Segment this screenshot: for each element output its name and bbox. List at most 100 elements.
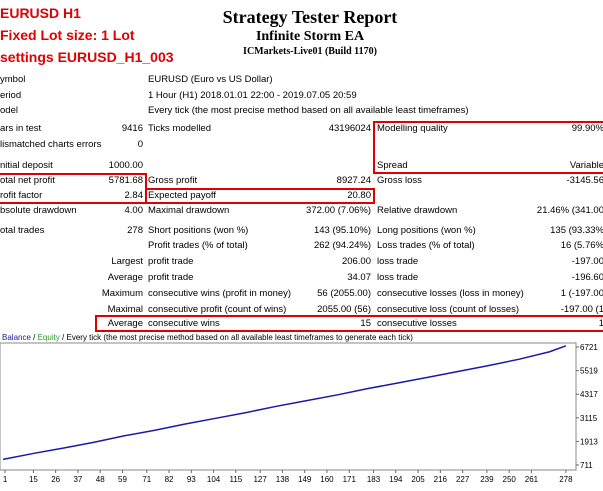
field-label: Expected payoff — [148, 190, 216, 201]
x-tick-label: 1 — [3, 475, 8, 484]
field-value: 1 — [598, 318, 603, 329]
x-tick-label: 82 — [165, 475, 174, 484]
report-title: Strategy Tester Report — [222, 7, 398, 27]
field-value: 262 (94.24%) — [313, 240, 371, 251]
field-value: 1000.00 — [108, 160, 143, 171]
field-label: Relative drawdown — [377, 205, 458, 216]
field-value: 206.00 — [341, 256, 371, 267]
chart: Balance / Equity / Every tick (the most … — [0, 333, 598, 484]
y-tick-label: 711 — [580, 461, 593, 470]
highlight — [0, 173, 147, 204]
x-tick-label: 71 — [142, 475, 151, 484]
field-label: Maximal drawdown — [148, 205, 230, 216]
legend-entry: Equity — [38, 333, 60, 342]
field-label: Gross profit — [148, 175, 198, 186]
field-label: ars in test — [0, 123, 42, 134]
x-tick-label: 278 — [559, 475, 573, 484]
y-tick-label: 4317 — [580, 390, 598, 399]
x-tick-label: 138 — [276, 475, 290, 484]
field-value: 143 (95.10%) — [313, 225, 371, 236]
field-label: Spread — [377, 160, 408, 171]
setup-note: EURUSD H1 — [0, 5, 81, 21]
legend-note: Every tick (the most precise method base… — [67, 333, 414, 342]
y-tick-label: 1913 — [580, 437, 598, 446]
field-value: Largest — [111, 256, 143, 267]
field-label: Long positions (won %) — [377, 225, 476, 236]
x-tick-label: 171 — [343, 475, 357, 484]
legend-separator: / — [31, 333, 38, 342]
setup-note: settings EURUSD_H1_003 — [0, 49, 174, 65]
field-label: consecutive profit (count of wins) — [148, 304, 287, 315]
field-value: 99.90% — [571, 123, 603, 134]
field-label: consecutive losses (loss in money) — [377, 288, 524, 299]
plot-area — [0, 342, 577, 471]
field-value: 1 (-197.00 — [560, 288, 603, 299]
legend-separator: / — [60, 333, 67, 342]
field-label: otal net profit — [0, 175, 55, 186]
x-tick-label: 205 — [411, 475, 425, 484]
legend: Balance / Equity / Every tick (the most … — [2, 333, 413, 342]
field-label: Profit trades (% of total) — [148, 240, 248, 251]
x-tick-label: 37 — [73, 475, 82, 484]
field-label: consecutive loss (count of losses) — [377, 304, 520, 315]
field-value: 9416 — [121, 123, 143, 134]
field-label: lismatched charts errors — [0, 139, 102, 150]
x-tick-label: 261 — [525, 475, 539, 484]
x-tick-label: 93 — [187, 475, 196, 484]
x-tick-label: 115 — [229, 475, 242, 484]
field-value: -196.60 — [571, 272, 603, 283]
x-tick-label: 160 — [320, 475, 334, 484]
field-label: loss trade — [377, 272, 419, 283]
field-value: 34.07 — [347, 272, 371, 283]
x-tick-label: 216 — [434, 475, 448, 484]
y-tick-label: 6721 — [580, 343, 598, 352]
balance-line — [2, 345, 567, 461]
field-value: -3145.56 — [566, 175, 603, 186]
field-label: consecutive losses — [377, 318, 457, 329]
field-value: 0 — [137, 139, 143, 150]
field-label: loss trade — [377, 256, 419, 267]
field-value: 16 (5.76% — [560, 240, 603, 251]
setup-note: Fixed Lot size: 1 Lot — [0, 27, 135, 43]
highlight — [145, 188, 375, 204]
field-value: 5781.68 — [108, 175, 143, 186]
field-value: Maximum — [101, 288, 143, 299]
field-label: Short positions (won %) — [148, 225, 249, 236]
field-value: 8927.24 — [336, 175, 371, 186]
field-label: odel — [0, 105, 18, 116]
field-label: profit trade — [148, 272, 194, 283]
field-value: Maximal — [107, 304, 143, 315]
field-label: EURUSD (Euro vs US Dollar) — [148, 74, 273, 85]
x-tick-label: 15 — [29, 475, 38, 484]
field-label: eriod — [0, 90, 22, 101]
x-tick-label: 194 — [389, 475, 403, 484]
field-label: Ticks modelled — [148, 123, 212, 134]
x-tick-label: 149 — [298, 475, 312, 484]
field-value: 43196024 — [328, 123, 371, 134]
field-label: Every tick (the most precise method base… — [148, 105, 469, 116]
y-tick-label: 5519 — [580, 367, 598, 376]
field-value: Variable — [569, 160, 603, 171]
x-tick-label: 127 — [253, 475, 267, 484]
field-value: -197.00 — [571, 256, 603, 267]
field-value: -197.00 (1 — [560, 304, 603, 315]
field-value: 4.00 — [124, 205, 144, 216]
x-tick-label: 104 — [207, 475, 221, 484]
x-tick-label: 227 — [456, 475, 470, 484]
server: ICMarkets-Live01 (Build 1170) — [243, 46, 377, 57]
field-value: Average — [107, 318, 143, 329]
field-label: 1 Hour (H1) 2018.01.01 22:00 - 2019.07.0… — [148, 90, 357, 101]
x-tick-label: 59 — [118, 475, 127, 484]
field-value: 278 — [127, 225, 143, 236]
field-value: 372.00 (7.06%) — [306, 205, 371, 216]
field-value: Average — [107, 272, 143, 283]
x-tick-label: 183 — [367, 475, 381, 484]
highlight — [373, 121, 603, 174]
field-value: 15 — [360, 318, 371, 329]
field-label: profit trade — [148, 256, 194, 267]
field-label: consecutive wins (profit in money) — [148, 288, 292, 299]
field-value: 21.46% (341.00 — [536, 205, 603, 216]
field-value: 56 (2055.00) — [317, 288, 371, 299]
field-label: nitial deposit — [0, 160, 53, 171]
